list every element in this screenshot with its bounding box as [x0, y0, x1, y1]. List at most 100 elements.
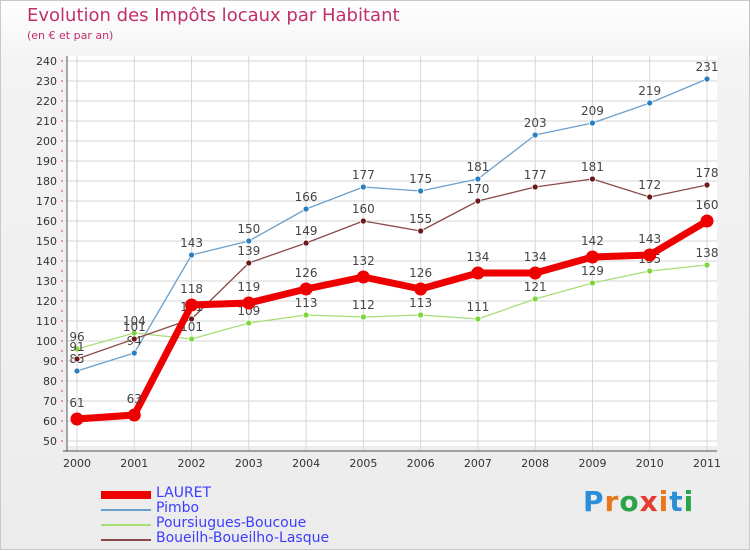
data-point: [417, 187, 425, 195]
data-label: 149: [295, 224, 318, 238]
data-point: [359, 313, 367, 321]
data-point: [474, 315, 482, 323]
data-label: 118: [180, 282, 203, 296]
x-tick-label: 2006: [407, 457, 435, 470]
legend-label: Poursiugues-Boucoue: [156, 515, 307, 531]
data-label: 170: [466, 182, 489, 196]
data-point: [299, 282, 313, 296]
data-label: 219: [638, 84, 661, 98]
data-label: 160: [696, 198, 719, 212]
data-label: 209: [581, 104, 604, 118]
data-point: [73, 355, 81, 363]
data-point: [302, 205, 310, 213]
data-point: [643, 248, 657, 262]
data-point: [242, 296, 256, 310]
x-tick-label: 2003: [235, 457, 263, 470]
y-tick-label: 230: [36, 75, 57, 88]
data-label: 155: [409, 212, 432, 226]
y-tick-label: 60: [43, 415, 57, 428]
data-point: [531, 295, 539, 303]
data-point: [474, 175, 482, 183]
data-point: [646, 267, 654, 275]
y-tick-label: 130: [36, 275, 57, 288]
proxiti-logo: Proxiti: [583, 485, 694, 518]
data-label: 142: [581, 234, 604, 248]
logo-letter: P: [583, 485, 605, 518]
legend-swatch: [101, 524, 151, 526]
y-tick-label: 180: [36, 175, 57, 188]
y-tick-label: 170: [36, 195, 57, 208]
data-point: [302, 239, 310, 247]
data-label: 143: [638, 232, 661, 246]
data-label: 177: [524, 168, 547, 182]
x-tick-label: 2010: [636, 457, 664, 470]
data-label: 138: [696, 246, 719, 260]
x-tick-label: 2000: [63, 457, 91, 470]
y-tick-label: 50: [43, 435, 57, 448]
data-point: [185, 298, 199, 312]
x-tick-label: 2008: [521, 457, 549, 470]
y-tick-label: 110: [36, 315, 57, 328]
data-label: 61: [69, 396, 84, 410]
x-tick-label: 2009: [578, 457, 606, 470]
data-point: [703, 181, 711, 189]
y-tick-label: 220: [36, 95, 57, 108]
y-tick-label: 240: [36, 55, 57, 68]
logo-letter: i: [658, 485, 670, 518]
y-tick-label: 160: [36, 215, 57, 228]
data-label: 109: [237, 304, 260, 318]
data-label: 181: [581, 160, 604, 174]
logo-letter: i: [683, 485, 695, 518]
logo-letter: x: [639, 485, 659, 518]
y-tick-label: 70: [43, 395, 57, 408]
data-point: [130, 349, 138, 357]
logo-letter: r: [604, 485, 620, 518]
data-point: [70, 412, 84, 426]
y-tick-label: 120: [36, 295, 57, 308]
data-label: 181: [466, 160, 489, 174]
data-label: 132: [352, 254, 375, 268]
x-tick-label: 2007: [464, 457, 492, 470]
data-point: [646, 99, 654, 107]
data-point: [703, 261, 711, 269]
y-tick-label: 200: [36, 135, 57, 148]
logo-letter: t: [669, 485, 684, 518]
data-point: [127, 408, 141, 422]
data-label: 134: [466, 250, 489, 264]
x-tick-label: 2011: [693, 457, 721, 470]
data-label: 160: [352, 202, 375, 216]
chart-title: Evolution des Impôts locaux par Habitant: [27, 5, 400, 26]
x-tick-label: 2004: [292, 457, 320, 470]
data-point: [700, 214, 714, 228]
legend-swatch: [101, 539, 151, 541]
data-point: [356, 270, 370, 284]
legend-swatch: [101, 509, 151, 511]
data-point: [471, 266, 485, 280]
y-tick-label: 80: [43, 375, 57, 388]
data-point: [414, 282, 428, 296]
data-label: 143: [180, 236, 203, 250]
y-tick-label: 190: [36, 155, 57, 168]
data-label: 166: [295, 190, 318, 204]
data-point: [245, 237, 253, 245]
legend-label: Pimbo: [156, 500, 200, 516]
data-point: [703, 75, 711, 83]
data-point: [359, 183, 367, 191]
data-point: [589, 119, 596, 127]
data-point: [359, 217, 367, 225]
data-label: 91: [69, 340, 84, 354]
data-point: [302, 311, 310, 319]
data-label: 129: [581, 264, 604, 278]
data-point: [73, 345, 81, 353]
data-point: [73, 367, 81, 375]
data-label: 150: [237, 222, 260, 236]
data-label: 104: [123, 314, 146, 328]
data-point: [245, 259, 253, 267]
series-line-poursiugues-boucoue: [76, 264, 708, 350]
y-tick-label: 90: [43, 355, 57, 368]
data-label: 126: [295, 266, 318, 280]
plot-area: [67, 56, 717, 446]
data-point: [188, 315, 195, 323]
